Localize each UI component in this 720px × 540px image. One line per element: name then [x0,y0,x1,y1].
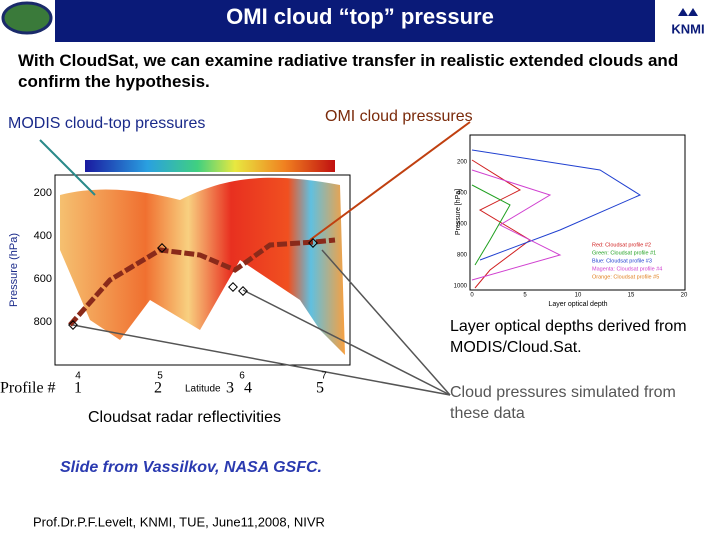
profile-number: 3 [226,380,234,397]
radar-x-tick: 4 [75,371,81,382]
footer: Prof.Dr.P.F.Levelt, KNMI, TUE, June11,20… [33,514,325,529]
profile-plot-y-tick: 800 [457,253,468,259]
profile-marker [228,282,238,292]
profile-marker [68,320,78,330]
simulated-pointer [242,289,451,396]
simulated-caption: Cloud pressures simulated from these dat… [450,384,676,422]
radar-y-label: Pressure (hPa) [8,233,20,307]
radar-x-tick: 6 [239,371,245,382]
profile-marker [308,238,318,248]
radar-y-tick: 600 [34,273,52,285]
radar-x-label: Latitude [185,384,221,395]
profile-marker [157,243,167,253]
radar-x-tick: 5 [157,371,163,382]
profile-curve [471,149,642,261]
profile-curve [471,159,531,289]
title: OMI cloud “top” pressure [226,4,494,29]
logo-globe [1,1,53,35]
profile-plot-y-label: Pressure [hPa] [455,189,462,235]
profile-number: 2 [154,380,162,397]
profile-plot-x-tick: 20 [681,293,688,299]
legend-entry: Magenta: Cloudsat profile #4 [592,266,662,272]
profile-plot-y-tick: 600 [457,222,468,228]
colorbar [85,160,335,172]
radar-y-tick: 200 [34,187,52,199]
profile-plot-y-tick: 400 [457,191,468,197]
caption-box: Layer optical depths derived from MODIS/… [450,318,687,356]
profile-plot-x-tick: 5 [523,293,527,299]
legend-entry: Red: Cloudsat profile #2 [592,242,651,248]
caption-box: Cloud pressures simulated from these dat… [450,384,676,422]
legend-entry: Green: Cloudsat profile #1 [592,250,656,256]
profile-curve [471,184,511,266]
credit: Slide from Vassilkov, NASA GSFC. [60,459,322,476]
simulated-pointer [72,324,451,396]
omi-pressure-trace [68,237,336,327]
radar-caption: Cloudsat radar reflectivities [88,409,281,426]
title-bar [55,0,655,42]
profile-curve [471,169,562,281]
profile-number: 4 [244,380,252,397]
profile-number: 1 [74,380,82,397]
modis-pointer [39,139,96,196]
profile-plot-y-tick: 200 [457,160,468,166]
profile-plot-x-tick: 15 [628,293,635,299]
legend-entry: Blue: Cloudsat profile #3 [592,258,652,264]
profile-label: Profile # [0,380,56,397]
intro: With CloudSat, we can examine radiative … [18,51,679,91]
logo-text: KNMI [671,21,704,36]
radar-image [60,177,345,355]
profile-number: 5 [316,380,324,397]
legend-entry: Orange: Cloudsat profile #5 [592,274,659,280]
optical-depth-caption: Layer optical depths derived from MODIS/… [450,318,687,356]
profile-plot-x-label: Layer optical depth [548,301,607,308]
profile-marker [238,286,248,296]
simulated-pointer [321,249,451,396]
radar-y-tick: 800 [34,316,52,328]
profile-plot-x-tick: 10 [575,293,582,299]
logo-crown [678,8,698,16]
radar-y-tick: 400 [34,230,52,242]
profile-plot-x-tick: 0 [470,293,474,299]
omi-label: OMI cloud pressures [325,108,473,125]
intro-box: With CloudSat, we can examine radiative … [18,51,679,91]
profile-plot-y-tick: 1000 [454,284,468,290]
radar-x-tick: 7 [321,371,327,382]
modis-label: MODIS cloud-top pressures [8,115,205,132]
omi-pointer [309,121,471,241]
